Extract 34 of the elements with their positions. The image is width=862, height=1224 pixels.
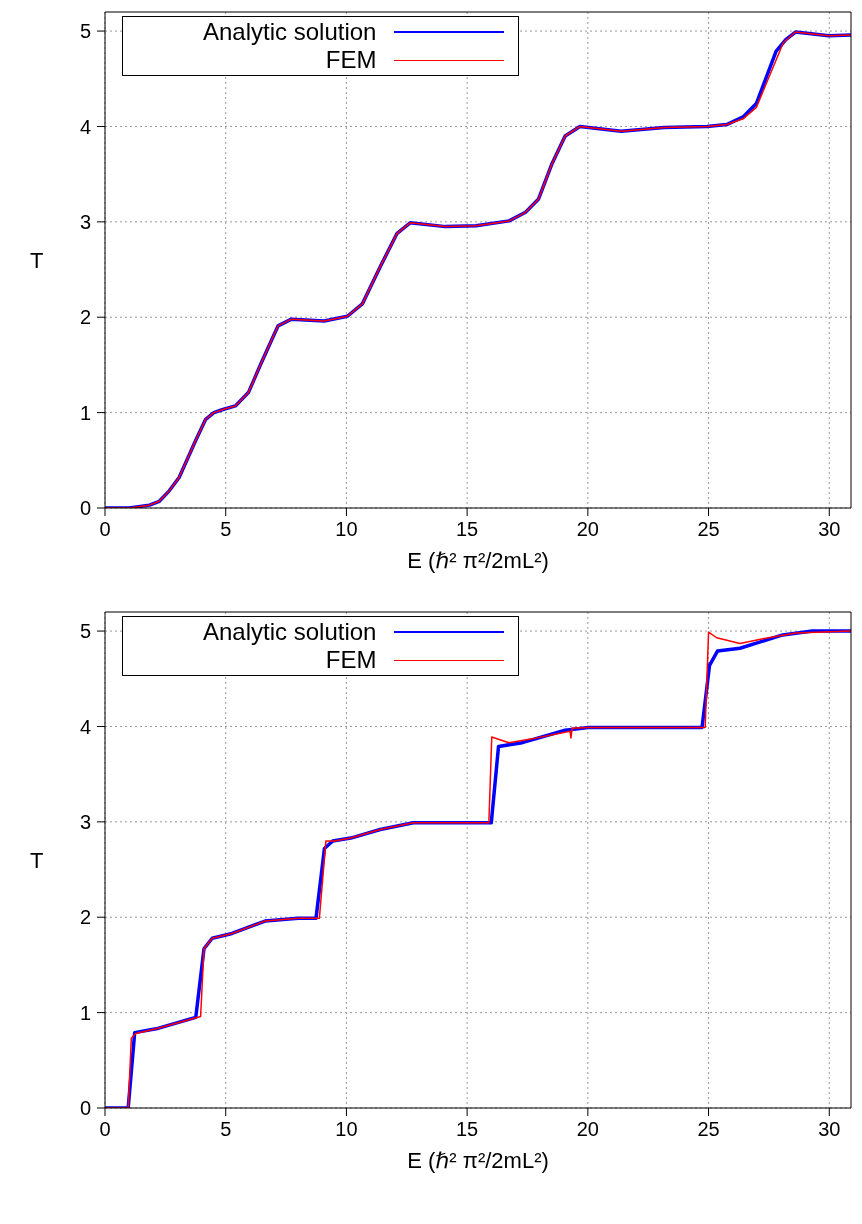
x-tick-label: 0 [99, 1118, 111, 1141]
x-axis-title: E (ℏ² π²/2mL²) [407, 547, 549, 573]
y-tick-label: 0 [79, 497, 91, 520]
y-tick-label: 1 [79, 401, 91, 424]
x-tick-label: 20 [576, 1118, 599, 1141]
x-tick-label: 10 [335, 1118, 358, 1141]
x-tick-label: 20 [576, 518, 599, 541]
x-tick-label: 25 [697, 1118, 720, 1141]
y-tick-label: 4 [79, 715, 91, 738]
x-axis-title: E (ℏ² π²/2mL²) [407, 1147, 549, 1173]
y-tick-label: 2 [79, 906, 91, 929]
x-tick-label: 30 [818, 1118, 841, 1141]
y-tick-label: 1 [79, 1001, 91, 1024]
y-tick-label: 2 [79, 306, 91, 329]
legend-label: FEM [325, 46, 377, 74]
y-tick-label: 3 [79, 210, 91, 233]
x-tick-label: 10 [335, 518, 358, 541]
legend-label: FEM [325, 646, 377, 674]
x-tick-label: 15 [456, 1118, 479, 1141]
y-tick-label: 5 [79, 20, 91, 43]
x-tick-label: 30 [818, 518, 841, 541]
y-tick-label: 0 [79, 1097, 91, 1120]
y-axis-title: T [30, 247, 44, 273]
y-axis-title: T [30, 847, 44, 873]
legend-label: Analytic solution [203, 18, 377, 46]
x-tick-label: 5 [220, 1118, 232, 1141]
y-tick-label: 4 [79, 115, 91, 138]
y-tick-label: 3 [79, 810, 91, 833]
y-tick-label: 5 [79, 620, 91, 643]
x-tick-label: 5 [220, 518, 232, 541]
x-tick-label: 25 [697, 518, 720, 541]
legend-label: Analytic solution [203, 618, 377, 646]
x-tick-label: 15 [456, 518, 479, 541]
x-tick-label: 0 [99, 518, 111, 541]
